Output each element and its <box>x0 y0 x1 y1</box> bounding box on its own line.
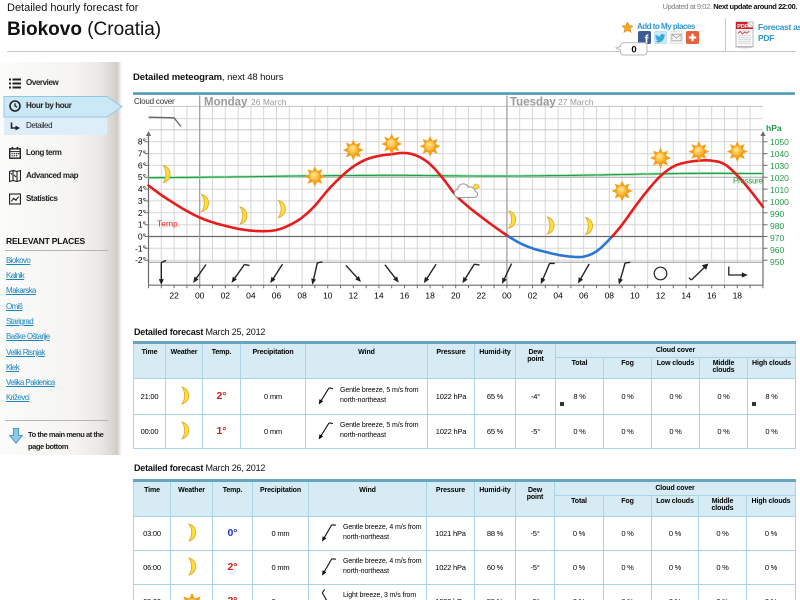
svg-text:1°: 1° <box>138 220 146 230</box>
svg-text:970: 970 <box>770 233 784 243</box>
svg-text:f: f <box>645 34 649 44</box>
svg-text:10: 10 <box>630 291 640 301</box>
svg-text:16: 16 <box>400 291 410 301</box>
svg-text:980: 980 <box>770 221 784 231</box>
svg-text:06: 06 <box>272 291 282 301</box>
svg-text:-1°: -1° <box>135 243 146 253</box>
svg-text:0: 0 <box>631 45 636 56</box>
svg-text:2°: 2° <box>138 208 146 218</box>
svg-text:12: 12 <box>656 291 666 301</box>
svg-text:00: 00 <box>502 291 512 301</box>
svg-text:1020: 1020 <box>770 173 789 183</box>
svg-text:950: 950 <box>770 257 784 267</box>
svg-text:6°: 6° <box>138 160 146 170</box>
svg-text:14: 14 <box>374 291 384 301</box>
svg-text:Pressure: Pressure <box>733 177 763 186</box>
svg-text:7°: 7° <box>138 149 146 159</box>
svg-text:3°: 3° <box>138 196 146 206</box>
svg-text:1010: 1010 <box>770 185 789 195</box>
svg-text:1050: 1050 <box>770 137 789 147</box>
svg-text:960: 960 <box>770 245 784 255</box>
svg-text:18: 18 <box>733 291 743 301</box>
svg-text:18: 18 <box>425 291 435 301</box>
svg-text:5°: 5° <box>138 172 146 182</box>
svg-text:PDF: PDF <box>737 24 749 30</box>
svg-text:hPa: hPa <box>766 123 782 133</box>
svg-text:10: 10 <box>323 291 333 301</box>
svg-text:Temp.: Temp. <box>157 219 180 229</box>
svg-text:990: 990 <box>770 209 784 219</box>
svg-text:08: 08 <box>297 291 307 301</box>
svg-text:1000: 1000 <box>770 197 789 207</box>
svg-text:0°: 0° <box>138 232 146 242</box>
svg-text:02: 02 <box>221 291 231 301</box>
svg-text:20: 20 <box>451 291 461 301</box>
svg-text:-2°: -2° <box>135 255 146 265</box>
svg-text:1040: 1040 <box>770 149 789 159</box>
svg-text:22: 22 <box>169 291 179 301</box>
svg-text:22: 22 <box>477 291 487 301</box>
svg-text:Tuesday: Tuesday <box>510 97 556 109</box>
svg-text:27 March: 27 March <box>558 97 594 107</box>
svg-text:1030: 1030 <box>770 161 789 171</box>
svg-text:02: 02 <box>528 291 538 301</box>
svg-text:00: 00 <box>195 291 205 301</box>
svg-text:14: 14 <box>681 291 691 301</box>
svg-text:26 March: 26 March <box>251 97 287 107</box>
svg-text:04: 04 <box>553 291 563 301</box>
svg-text:8°: 8° <box>138 137 146 147</box>
svg-text:Cloud cover: Cloud cover <box>134 97 175 106</box>
svg-text:12: 12 <box>349 291 359 301</box>
svg-text:08: 08 <box>605 291 615 301</box>
svg-text:04: 04 <box>246 291 256 301</box>
svg-text:16: 16 <box>707 291 717 301</box>
svg-text:06: 06 <box>579 291 589 301</box>
svg-text:Monday: Monday <box>204 97 248 109</box>
svg-text:4°: 4° <box>138 184 146 194</box>
